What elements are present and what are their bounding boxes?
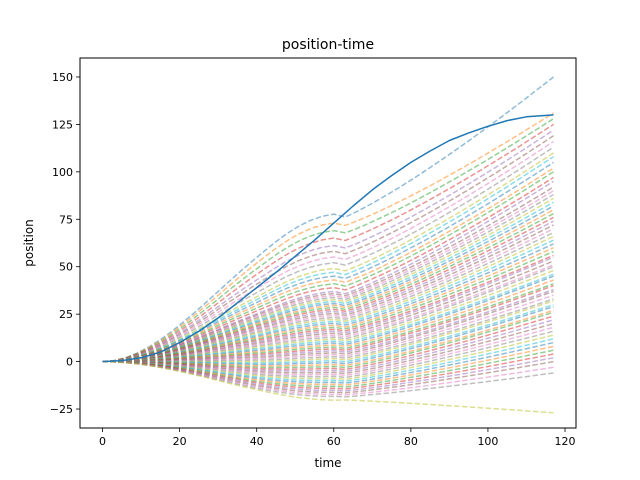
- sample-series-line: [102, 146, 554, 363]
- sample-series-line: [102, 360, 554, 414]
- sample-series-line: [102, 118, 554, 363]
- sample-series-line: [102, 112, 554, 363]
- main-line: [102, 114, 554, 363]
- sample-series-line: [102, 167, 554, 363]
- sample-series-line: [102, 76, 554, 363]
- y-axis-label: position: [22, 219, 36, 267]
- sample-lines: [102, 76, 554, 414]
- plot-area: [102, 76, 554, 414]
- y-tick-label: −25: [50, 403, 73, 416]
- y-tick-label: 150: [52, 71, 73, 84]
- sample-series-line: [102, 135, 554, 363]
- x-tick-label: 60: [327, 435, 341, 448]
- x-axis-label: time: [314, 456, 341, 470]
- chart-title: position-time: [282, 37, 374, 53]
- sample-series-line: [102, 197, 554, 363]
- x-tick-label: 40: [250, 435, 264, 448]
- sample-series-line: [102, 201, 554, 363]
- main-series-line: [102, 114, 554, 363]
- y-axis-ticks: −25 0 25 50 75 100 125 150: [50, 71, 80, 416]
- sample-series-line: [102, 176, 554, 363]
- x-tick-label: 0: [99, 435, 106, 448]
- y-tick-label: 75: [59, 213, 73, 226]
- x-tick-label: 20: [173, 435, 187, 448]
- y-tick-label: 100: [52, 166, 73, 179]
- y-tick-label: 50: [59, 261, 73, 274]
- sample-series-line: [102, 205, 554, 363]
- x-tick-label: 100: [477, 435, 498, 448]
- sample-series-line: [102, 152, 554, 363]
- y-tick-label: 25: [59, 308, 73, 321]
- sample-series-line: [102, 140, 554, 363]
- sample-series-line: [102, 129, 554, 363]
- sample-series-line: [102, 193, 554, 363]
- y-tick-label: 125: [52, 118, 73, 131]
- sample-series-line: [102, 180, 554, 363]
- sample-series-line: [102, 171, 554, 363]
- sample-series-line: [102, 156, 554, 363]
- y-tick-label: 0: [66, 356, 73, 369]
- x-axis-ticks: 0 20 40 60 80 100 120: [99, 428, 576, 448]
- axes-frame: [79, 57, 577, 429]
- sample-series-line: [102, 123, 554, 363]
- x-tick-label: 120: [555, 435, 576, 448]
- x-tick-label: 80: [404, 435, 418, 448]
